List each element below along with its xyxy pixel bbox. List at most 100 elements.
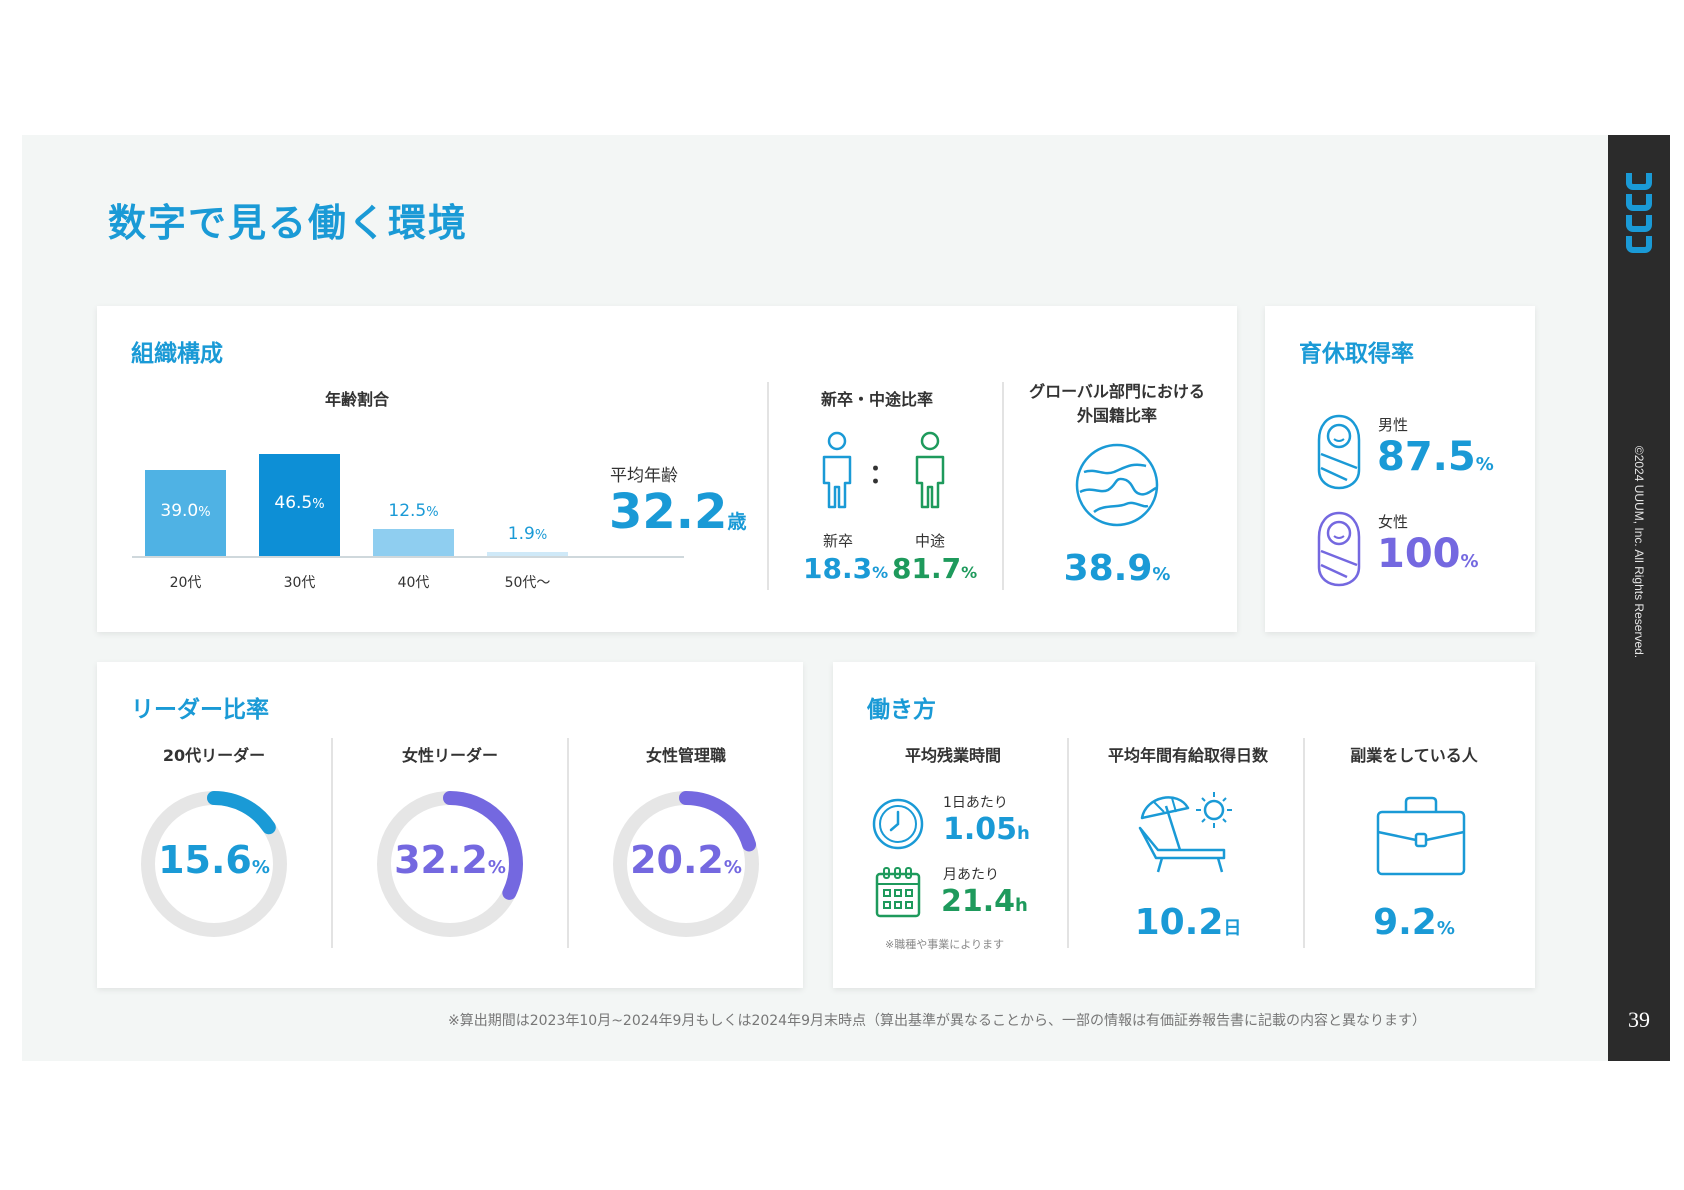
per-day-number: 1.05 [943,812,1018,847]
female-pct: % [1460,551,1479,572]
new-grad-number: 18.3 [803,552,873,585]
page-title: 数字で見る働く環境 [108,201,469,245]
bar-value-label: 12.5% [388,500,439,521]
work-style-card: 働き方 平均残業時間 1日あたり 1.05h 月あたり 21.4h ※職種や事業… [833,662,1535,988]
per-month-value: 21.4h [941,884,1028,919]
per-day-label: 1日あたり [943,795,1008,811]
female-value: 100% [1377,531,1479,577]
female-label: 女性 [1378,513,1409,531]
new-grad-pct: % [872,563,889,582]
paid-leave-value: 10.2日 [1073,902,1303,943]
leader-ring-title: 20代リーダー [162,746,266,765]
category-label: 50代～ [504,575,551,591]
clock-icon [872,798,924,850]
global-title-line2: 外国籍比率 [1076,406,1157,425]
chart-baseline [132,556,684,558]
avg-age-number: 32.2 [609,484,728,540]
bar-value-label: 39.0% [160,501,211,522]
male-number: 87.5 [1377,434,1476,480]
avg-age-unit: 歳 [727,511,747,533]
avg-age-value: 32.2歳 [609,484,746,540]
donut-value: 20.2% [630,838,742,882]
donut-arc [377,791,523,937]
paid-leave-number: 10.2 [1134,902,1224,943]
side-job-number: 9.2 [1373,902,1437,943]
globe-icon [1075,443,1159,527]
new-grad-value: 18.3% [803,552,888,585]
age-categories: 20代 30代 40代 50代～ [132,572,684,592]
per-month-unit: h [1015,895,1028,916]
donut-chart [141,791,287,937]
leader-card-title: リーダー比率 [131,697,269,723]
side-job-value: 9.2% [1309,902,1519,943]
parental-leave-card: 育休取得率 男性 87.5% 女性 100% [1265,306,1535,632]
footnote: ※算出期間は2023年10月~2024年9月もしくは2024年9月末時点（算出基… [448,1013,1426,1029]
female-baby-icon [1317,511,1361,587]
bar-value-label: 46.5% [274,492,325,513]
donut-arc [141,791,287,937]
per-day-value: 1.05h [943,812,1030,847]
age-bar-chart: 39.0% 46.5% 12.5% 1.9% [132,406,684,556]
global-value: 38.9% [1007,548,1227,589]
briefcase-icon [1376,796,1466,876]
sidebar: ©2024 UUUM, Inc. All Rights Reserved. 39 [1608,135,1670,1061]
age-chart-title: 年齢割合 [324,390,389,409]
donut-value: 32.2% [394,838,506,882]
leader-ring-title: 女性リーダー [401,746,498,765]
global-title-line1: グローバル部門における [1029,382,1205,401]
ratio-colon: ： [869,460,896,490]
paid-leave-title: 平均年間有給取得日数 [1107,746,1268,765]
divider [331,738,333,948]
mid-career-person-icon [915,431,945,509]
per-day-unit: h [1017,823,1030,844]
divider [1303,738,1305,948]
male-baby-icon [1317,414,1361,490]
org-card: 組織構成 年齢割合 39.0% 46.5% 12.5% 1.9% 20代 30代 40代 5… [97,306,1237,632]
uuum-logo [1626,173,1652,259]
male-label: 男性 [1378,416,1409,434]
donut-chart [377,791,523,937]
leader-ring-title: 女性管理職 [645,746,726,765]
new-grad-label: 新卒 [823,532,854,550]
mid-career-pct: % [961,563,978,582]
global-number: 38.9 [1063,548,1153,589]
parental-leave-title: 育休取得率 [1299,341,1414,367]
copyright: ©2024 UUUM, Inc. All Rights Reserved. [1632,445,1646,659]
calendar-icon [875,867,921,918]
bar-value-label: 1.9% [507,523,548,544]
divider [767,382,769,590]
paid-leave-unit: 日 [1223,918,1242,939]
male-pct: % [1475,454,1494,475]
beach-chair-icon [1138,792,1232,873]
new-grad-person-icon [822,431,852,509]
bar-20代 [145,470,226,556]
female-number: 100 [1377,531,1461,577]
category-label: 20代 [169,575,202,591]
leader-card: リーダー比率 20代リーダー 15.6% 女性リーダー 32.2% 女性管理職 20.2% [97,662,803,988]
per-month-label: 月あたり [943,867,999,883]
donut-arc [613,791,759,937]
bar-40代 [373,528,454,556]
overtime-note: ※職種や事業によります [885,938,1004,951]
donut-chart [613,791,759,937]
mid-career-label: 中途 [915,532,946,550]
mid-career-value: 81.7% [892,552,977,585]
org-card-title: 組織構成 [131,341,223,367]
divider [567,738,569,948]
mid-career-number: 81.7 [892,552,962,585]
male-value: 87.5% [1377,434,1494,480]
divider [1002,382,1004,590]
avg-age-label: 平均年齢 [610,466,678,486]
donut-value: 15.6% [158,838,270,882]
bar-30代 [259,453,340,556]
work-style-title: 働き方 [867,697,936,723]
side-job-pct: % [1436,918,1455,939]
overtime-title: 平均残業時間 [904,746,1001,765]
divider [1067,738,1069,948]
category-label: 40代 [397,575,430,591]
global-pct: % [1152,564,1171,585]
side-job-title: 副業をしている人 [1350,746,1478,765]
ratio-title: 新卒・中途比率 [820,390,933,409]
category-label: 30代 [283,575,316,591]
per-month-number: 21.4 [941,884,1016,919]
